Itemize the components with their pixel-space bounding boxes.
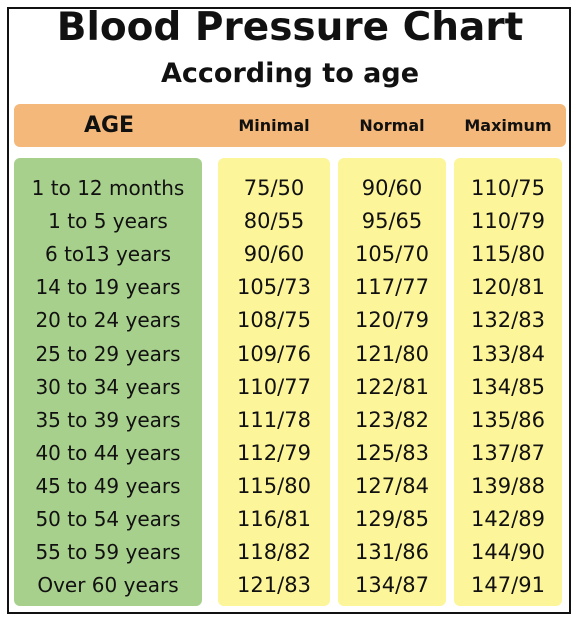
table-row: 40 to 44 years 112/79 125/83 137/87 [0,437,580,470]
age-cell: 40 to 44 years [35,440,181,465]
maximum-cell: 147/91 [471,573,545,598]
age-cell: 20 to 24 years [35,308,181,333]
maximum-cell: 139/88 [471,473,545,498]
minimal-cell: 109/76 [237,341,311,366]
normal-cell: 117/77 [355,275,429,300]
table-row: 30 to 34 years 110/77 122/81 134/85 [0,371,580,404]
chart-subtitle: According to age [160,58,420,89]
normal-cell: 125/83 [355,440,429,465]
age-cell: Over 60 years [37,573,179,598]
minimal-cell: 118/82 [237,540,311,565]
age-column-background [14,158,202,606]
normal-cell: 90/60 [361,176,423,200]
column-header-maximum: Maximum [464,116,552,135]
chart-title: Blood Pressure Chart [56,5,524,50]
table-row: 1 to 5 years 80/55 95/65 110/79 [0,205,580,238]
age-cell: 25 to 29 years [35,341,181,366]
normal-cell: 123/82 [355,407,429,432]
age-cell: 45 to 49 years [35,473,181,498]
age-cell: 30 to 34 years [35,374,181,399]
age-cell: 55 to 59 years [35,540,181,565]
maximum-column-background [454,158,562,606]
normal-cell: 120/79 [355,308,429,333]
minimal-cell: 121/83 [237,573,311,598]
column-header-normal: Normal [359,116,425,135]
age-cell: 1 to 5 years [48,209,168,234]
normal-cell: 131/86 [355,540,429,565]
table-row: 50 to 54 years 116/81 129/85 142/89 [0,503,580,536]
minimal-cell: 105/73 [237,275,311,300]
table-row: 45 to 49 years 115/80 127/84 139/88 [0,470,580,503]
column-header-age: AGE [83,113,135,138]
normal-cell: 95/65 [361,209,423,234]
maximum-cell: 135/86 [471,407,545,432]
minimal-cell: 110/77 [237,374,311,399]
normal-cell: 105/70 [355,242,429,267]
minimal-column-background [218,158,330,606]
normal-cell: 122/81 [355,374,429,399]
minimal-cell: 112/79 [237,440,311,465]
table-row: 35 to 39 years 111/78 123/82 135/86 [0,404,580,437]
minimal-cell: 115/80 [237,473,311,498]
normal-cell: 129/85 [355,507,429,531]
maximum-cell: 134/85 [471,374,545,399]
table-row: Over 60 years 121/83 134/87 147/91 [0,569,580,602]
minimal-cell: 90/60 [243,242,305,267]
table-row: 1 to 12 months 75/50 90/60 110/75 [0,172,580,205]
age-cell: 1 to 12 months [31,176,185,200]
table-row: 14 to 19 years 105/73 117/77 120/81 [0,271,580,304]
maximum-cell: 110/75 [471,176,545,200]
age-cell: 6 to13 years [44,242,171,267]
minimal-cell: 111/78 [237,407,311,432]
minimal-cell: 80/55 [243,209,305,234]
maximum-cell: 133/84 [471,341,545,366]
column-header-minimal: Minimal [238,116,310,135]
table-row: 25 to 29 years 109/76 121/80 133/84 [0,338,580,371]
header-bar [14,104,566,147]
table-row: 20 to 24 years 108/75 120/79 132/83 [0,304,580,337]
minimal-cell: 75/50 [243,176,305,200]
maximum-cell: 115/80 [471,242,545,267]
age-cell: 14 to 19 years [35,275,181,300]
maximum-cell: 120/81 [471,275,545,300]
maximum-cell: 144/90 [471,540,545,565]
normal-cell: 121/80 [355,341,429,366]
minimal-cell: 108/75 [237,308,311,333]
normal-cell: 134/87 [355,573,429,598]
table-row: 55 to 59 years 118/82 131/86 144/90 [0,536,580,569]
table-row: 6 to13 years 90/60 105/70 115/80 [0,238,580,271]
maximum-cell: 142/89 [471,507,545,531]
normal-cell: 127/84 [355,473,429,498]
age-cell: 50 to 54 years [35,507,181,531]
maximum-cell: 132/83 [471,308,545,333]
minimal-cell: 116/81 [237,507,311,531]
normal-column-background [338,158,446,606]
age-cell: 35 to 39 years [35,407,181,432]
maximum-cell: 137/87 [471,440,545,465]
maximum-cell: 110/79 [471,209,545,234]
